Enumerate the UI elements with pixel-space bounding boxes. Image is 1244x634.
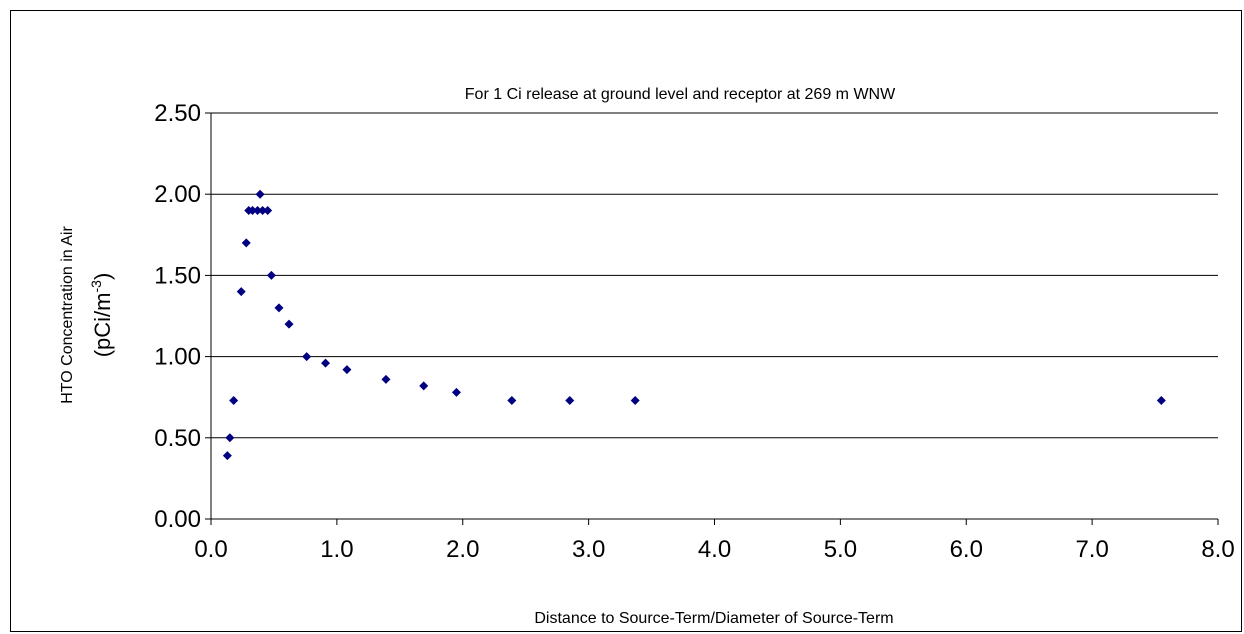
y-axis-title-line1: HTO Concentration in Air (59, 226, 76, 404)
x-tick-label: 4.0 (698, 536, 731, 563)
y-tick-label: 2.00 (154, 181, 201, 208)
data-point (241, 238, 251, 248)
data-points (222, 189, 1166, 461)
x-tick-label: 5.0 (824, 536, 857, 563)
x-tick-label: 7.0 (1075, 536, 1108, 563)
x-tick-label: 8.0 (1201, 536, 1234, 563)
data-point (253, 205, 263, 215)
y-units-prefix: (pCi/m (90, 293, 115, 358)
data-point (381, 374, 391, 384)
x-tick-label: 0.0 (194, 536, 227, 563)
data-point (222, 451, 232, 461)
data-point (342, 365, 352, 375)
data-point (258, 205, 268, 215)
data-point (321, 358, 331, 368)
data-point (451, 387, 461, 397)
data-point (229, 395, 239, 405)
y-tick-label: 2.50 (154, 100, 201, 127)
data-point (419, 381, 429, 391)
y-axis-title: HTO Concentration in Air (59, 226, 76, 404)
data-point (630, 395, 640, 405)
y-tick-label: 1.00 (154, 344, 201, 371)
x-tick-label: 1.0 (320, 536, 353, 563)
plot-axes (210, 113, 1218, 520)
data-point (507, 395, 517, 405)
x-tick-label: 6.0 (950, 536, 983, 563)
data-point (266, 270, 276, 280)
y-axis-units: (pCi/m-3) (88, 273, 115, 358)
data-point (1156, 395, 1166, 405)
data-point (236, 287, 246, 297)
gridlines (211, 112, 1218, 439)
x-tick-label: 2.0 (446, 536, 479, 563)
y-tick-label: 1.50 (154, 262, 201, 289)
data-point (248, 205, 258, 215)
data-point (263, 205, 273, 215)
chart-title: For 1 Ci release at ground level and rec… (465, 86, 896, 103)
y-units-superscript: -3 (88, 280, 104, 293)
data-point (274, 303, 284, 313)
x-axis-title: Distance to Source-Term/Diameter of Sour… (534, 610, 893, 627)
data-point (302, 352, 312, 362)
x-ticks: 0.0 1.0 2.0 3.0 4.0 5.0 6.0 7.0 8.0 (194, 519, 1235, 563)
y-axis-units-text: (pCi/m-3) (88, 273, 115, 358)
y-tick-label: 0.50 (154, 425, 201, 452)
data-point (565, 395, 575, 405)
data-point (225, 433, 235, 443)
y-units-suffix: ) (90, 273, 115, 280)
y-ticks: 0.00 0.50 1.00 1.50 2.00 2.50 (154, 100, 211, 533)
y-tick-label: 0.00 (154, 506, 201, 533)
x-tick-label: 3.0 (572, 536, 605, 563)
data-point (284, 319, 294, 329)
data-point (255, 189, 265, 199)
chart-frame (10, 10, 1242, 632)
